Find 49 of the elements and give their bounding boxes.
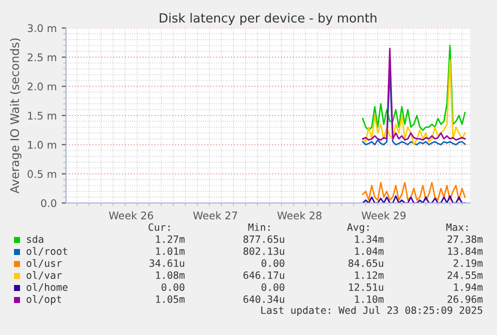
y-tick-label: 1.0 m	[28, 140, 56, 149]
legend-label: ol/opt	[26, 295, 62, 305]
y-tick-label: 0.0	[41, 199, 56, 208]
text: Min:	[248, 223, 270, 231]
text: 1.12m	[355, 271, 384, 279]
y-tick-label: 1.5 m	[28, 112, 56, 120]
x-tick-label: Week 28	[277, 211, 322, 220]
text: 1.05m	[156, 295, 185, 303]
line-series	[362, 182, 466, 201]
y-tick-label: 3.0 m	[28, 24, 56, 32]
text: Last update: Wed Jul 23 08:25:09 2025	[261, 306, 482, 316]
text: 1.34m	[355, 235, 384, 243]
text: Avg:	[347, 223, 369, 233]
y-tick-label: 0.5 m	[28, 170, 56, 178]
text: Max:	[446, 223, 468, 231]
text: 0.00	[162, 283, 184, 291]
legend-label: ol/home	[26, 283, 68, 292]
text: 1.04m	[355, 247, 384, 255]
legend-label: ol/var	[26, 271, 62, 280]
text: 1.10m	[355, 295, 384, 303]
text: 640.34u	[244, 295, 284, 303]
chart-title: Disk latency per device - by month	[160, 12, 376, 26]
x-tick-label: Week 29	[362, 211, 406, 220]
text: 1.94m	[454, 283, 483, 291]
text: 24.55m	[448, 271, 483, 279]
text: 26.96m	[448, 295, 483, 303]
text: 27.38m	[448, 235, 483, 243]
text: 12.51u	[349, 283, 384, 291]
text: 13.84m	[448, 247, 483, 255]
text: 1.01m	[156, 247, 185, 255]
text: 877.65u	[243, 235, 284, 243]
legend-label: sda	[27, 235, 44, 243]
text: 84.65u	[348, 259, 384, 267]
x-tick-label: Week 26	[108, 211, 154, 220]
x-tick-label: Week 27	[193, 211, 238, 220]
text: 646.17u	[244, 271, 284, 279]
text: 0.00	[262, 283, 284, 291]
y-axis-title: Average IO Wait (seconds)	[10, 38, 22, 194]
legend-label: ol/usr	[26, 259, 62, 268]
text: Cur:	[148, 223, 170, 231]
y-tick-label: 2.0 m	[28, 82, 56, 90]
text: 34.61u	[150, 259, 184, 267]
y-tick-label: 2.5 m	[28, 53, 56, 62]
text: 1.27m	[156, 235, 185, 243]
text: 1.08m	[156, 271, 185, 279]
text: 802.13u	[243, 247, 284, 255]
text: 2.19m	[454, 259, 483, 267]
legend-label: ol/root	[26, 247, 68, 256]
text: 0.00	[262, 259, 284, 267]
